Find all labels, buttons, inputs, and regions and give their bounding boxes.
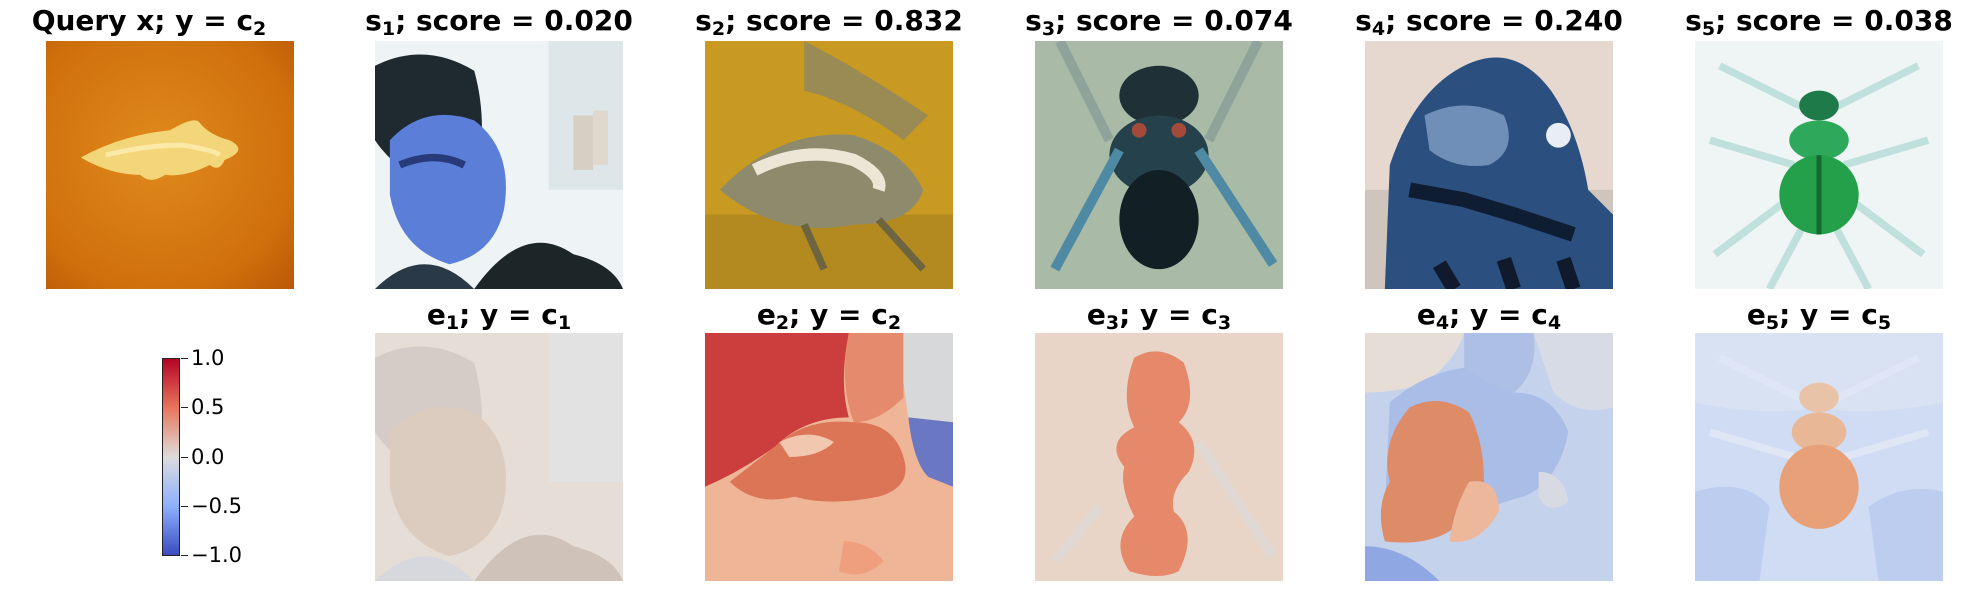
explanation-title-3-mid: ; y = c — [1119, 298, 1218, 331]
colorbar-label-3: 0.0 — [191, 445, 225, 469]
colorbar-label-4: −0.5 — [191, 494, 242, 518]
colorbar-label-1: 1.0 — [191, 346, 225, 370]
colorbar-tick-4 — [181, 506, 188, 507]
similar-title-2-sub: 2 — [711, 17, 726, 40]
similar-title-2: s2; score = 0.832 — [689, 4, 969, 40]
explanation-title-5: e5; y = c5 — [1679, 298, 1959, 334]
similar-title-5-sub: 5 — [1701, 17, 1716, 40]
colorbar-tick-5 — [181, 555, 188, 556]
colorbar-tick-3 — [181, 457, 188, 458]
explanation-title-4-mid: ; y = c — [1449, 298, 1548, 331]
similar-title-4: s4; score = 0.240 — [1349, 4, 1629, 40]
explanation-title-4: e4; y = c4 — [1349, 298, 1629, 334]
explanation-title-2-e: e — [756, 298, 776, 331]
similar-title-2-s: s — [695, 4, 712, 37]
explanation-title-1-e: e — [426, 298, 446, 331]
explanation-title-1-class: 1 — [557, 311, 572, 334]
similar-title-1-sub: 1 — [381, 17, 396, 40]
explanation-title-5-class: 5 — [1877, 311, 1892, 334]
explanation-title-1-sub: 1 — [445, 311, 460, 334]
query-title-text: Query x; y = c — [31, 4, 254, 37]
colorbar-tick-2 — [181, 407, 188, 408]
explanation-heatmap-2 — [705, 333, 953, 581]
similar-title-3: s3; score = 0.074 — [1019, 4, 1299, 40]
explanation-heatmap-1 — [375, 333, 623, 581]
similar-title-5: s5; score = 0.038 — [1679, 4, 1959, 40]
similar-image-1 — [375, 41, 623, 289]
similar-image-5 — [1695, 41, 1943, 289]
similar-image-2 — [705, 41, 953, 289]
colorbar-label-5: −1.0 — [191, 543, 242, 567]
similar-title-4-score: ; score = 0.240 — [1385, 4, 1623, 37]
explanation-title-3: e3; y = c3 — [1019, 298, 1299, 334]
similar-title-3-sub: 3 — [1041, 17, 1056, 40]
similar-title-2-score: ; score = 0.832 — [725, 4, 963, 37]
explanation-title-4-class: 4 — [1547, 311, 1562, 334]
explanation-title-3-sub: 3 — [1105, 311, 1120, 334]
explanation-title-1: e1; y = c1 — [359, 298, 639, 334]
colorbar-label-2: 0.5 — [191, 395, 225, 419]
explanation-title-1-mid: ; y = c — [459, 298, 558, 331]
explanation-heatmap-5 — [1695, 333, 1943, 581]
query-title-sub: 2 — [253, 17, 267, 40]
similar-title-4-sub: 4 — [1371, 17, 1386, 40]
explanation-title-5-e: e — [1746, 298, 1766, 331]
explanation-title-4-e: e — [1416, 298, 1436, 331]
similar-title-3-s: s — [1025, 4, 1042, 37]
similar-title-4-s: s — [1355, 4, 1372, 37]
similar-title-1: s1; score = 0.020 — [359, 4, 639, 40]
similar-image-4 — [1365, 41, 1613, 289]
colorbar-tick-1 — [181, 358, 188, 359]
explanation-title-4-sub: 4 — [1435, 311, 1450, 334]
explanation-title-5-mid: ; y = c — [1779, 298, 1878, 331]
similar-title-5-s: s — [1685, 4, 1702, 37]
colorbar — [162, 358, 180, 556]
explanation-title-2-class: 2 — [887, 311, 902, 334]
query-title: Query x; y = c2 — [9, 4, 289, 40]
similar-title-3-score: ; score = 0.074 — [1055, 4, 1293, 37]
explanation-title-3-class: 3 — [1217, 311, 1232, 334]
similar-image-3 — [1035, 41, 1283, 289]
explanation-heatmap-4 — [1365, 333, 1613, 581]
explanation-title-2-mid: ; y = c — [789, 298, 888, 331]
similar-title-1-s: s — [365, 4, 382, 37]
similar-title-5-score: ; score = 0.038 — [1715, 4, 1953, 37]
similar-title-1-score: ; score = 0.020 — [395, 4, 633, 37]
explanation-title-5-sub: 5 — [1765, 311, 1780, 334]
explanation-title-2: e2; y = c2 — [689, 298, 969, 334]
query-image-dolphin — [46, 41, 294, 289]
explanation-heatmap-3 — [1035, 333, 1283, 581]
explanation-title-2-sub: 2 — [775, 311, 790, 334]
explanation-title-3-e: e — [1086, 298, 1106, 331]
